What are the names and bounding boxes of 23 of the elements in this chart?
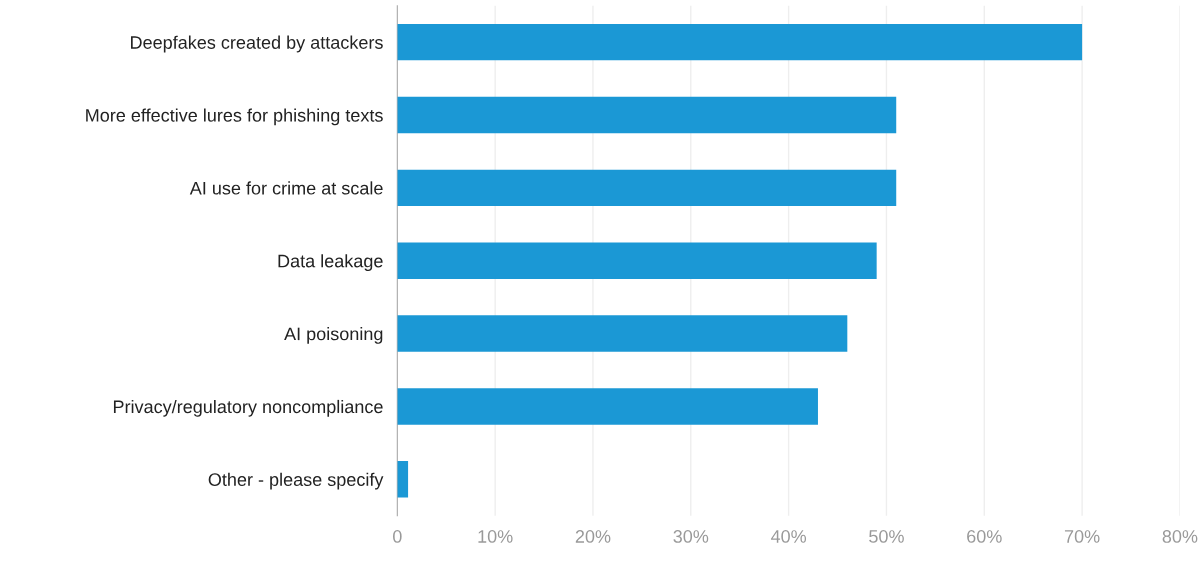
x-tick-label: 40% <box>770 530 807 543</box>
bar <box>397 388 818 425</box>
y-tick-label: AI poisoning <box>284 327 383 344</box>
bar <box>397 242 877 279</box>
bar <box>397 23 1083 61</box>
y-tick-label: Privacy/regulatory noncompliance <box>113 399 383 417</box>
y-tick-label: AI use for crime at scale <box>189 181 383 195</box>
x-tick-label: 30% <box>673 530 709 543</box>
x-tick-label: 0 <box>393 530 402 543</box>
x-tick-label: 10% <box>478 530 513 543</box>
bar <box>397 96 897 134</box>
bar <box>397 461 409 498</box>
y-tick-label: Deepfakes created by attackers <box>131 35 383 53</box>
x-tick-label: 50% <box>869 530 904 543</box>
bar <box>397 169 897 207</box>
y-tick-label: More effective lures for phishing texts <box>86 108 383 126</box>
x-tick-label: 80% <box>1162 530 1198 543</box>
x-tick-label: 20% <box>575 530 611 543</box>
x-tick-label: 70% <box>1064 530 1100 543</box>
y-tick-label: Data leakage <box>278 254 383 271</box>
bar <box>397 315 848 352</box>
x-tick-label: 60% <box>967 530 1002 543</box>
y-tick-label: Other - please specify <box>208 472 384 490</box>
